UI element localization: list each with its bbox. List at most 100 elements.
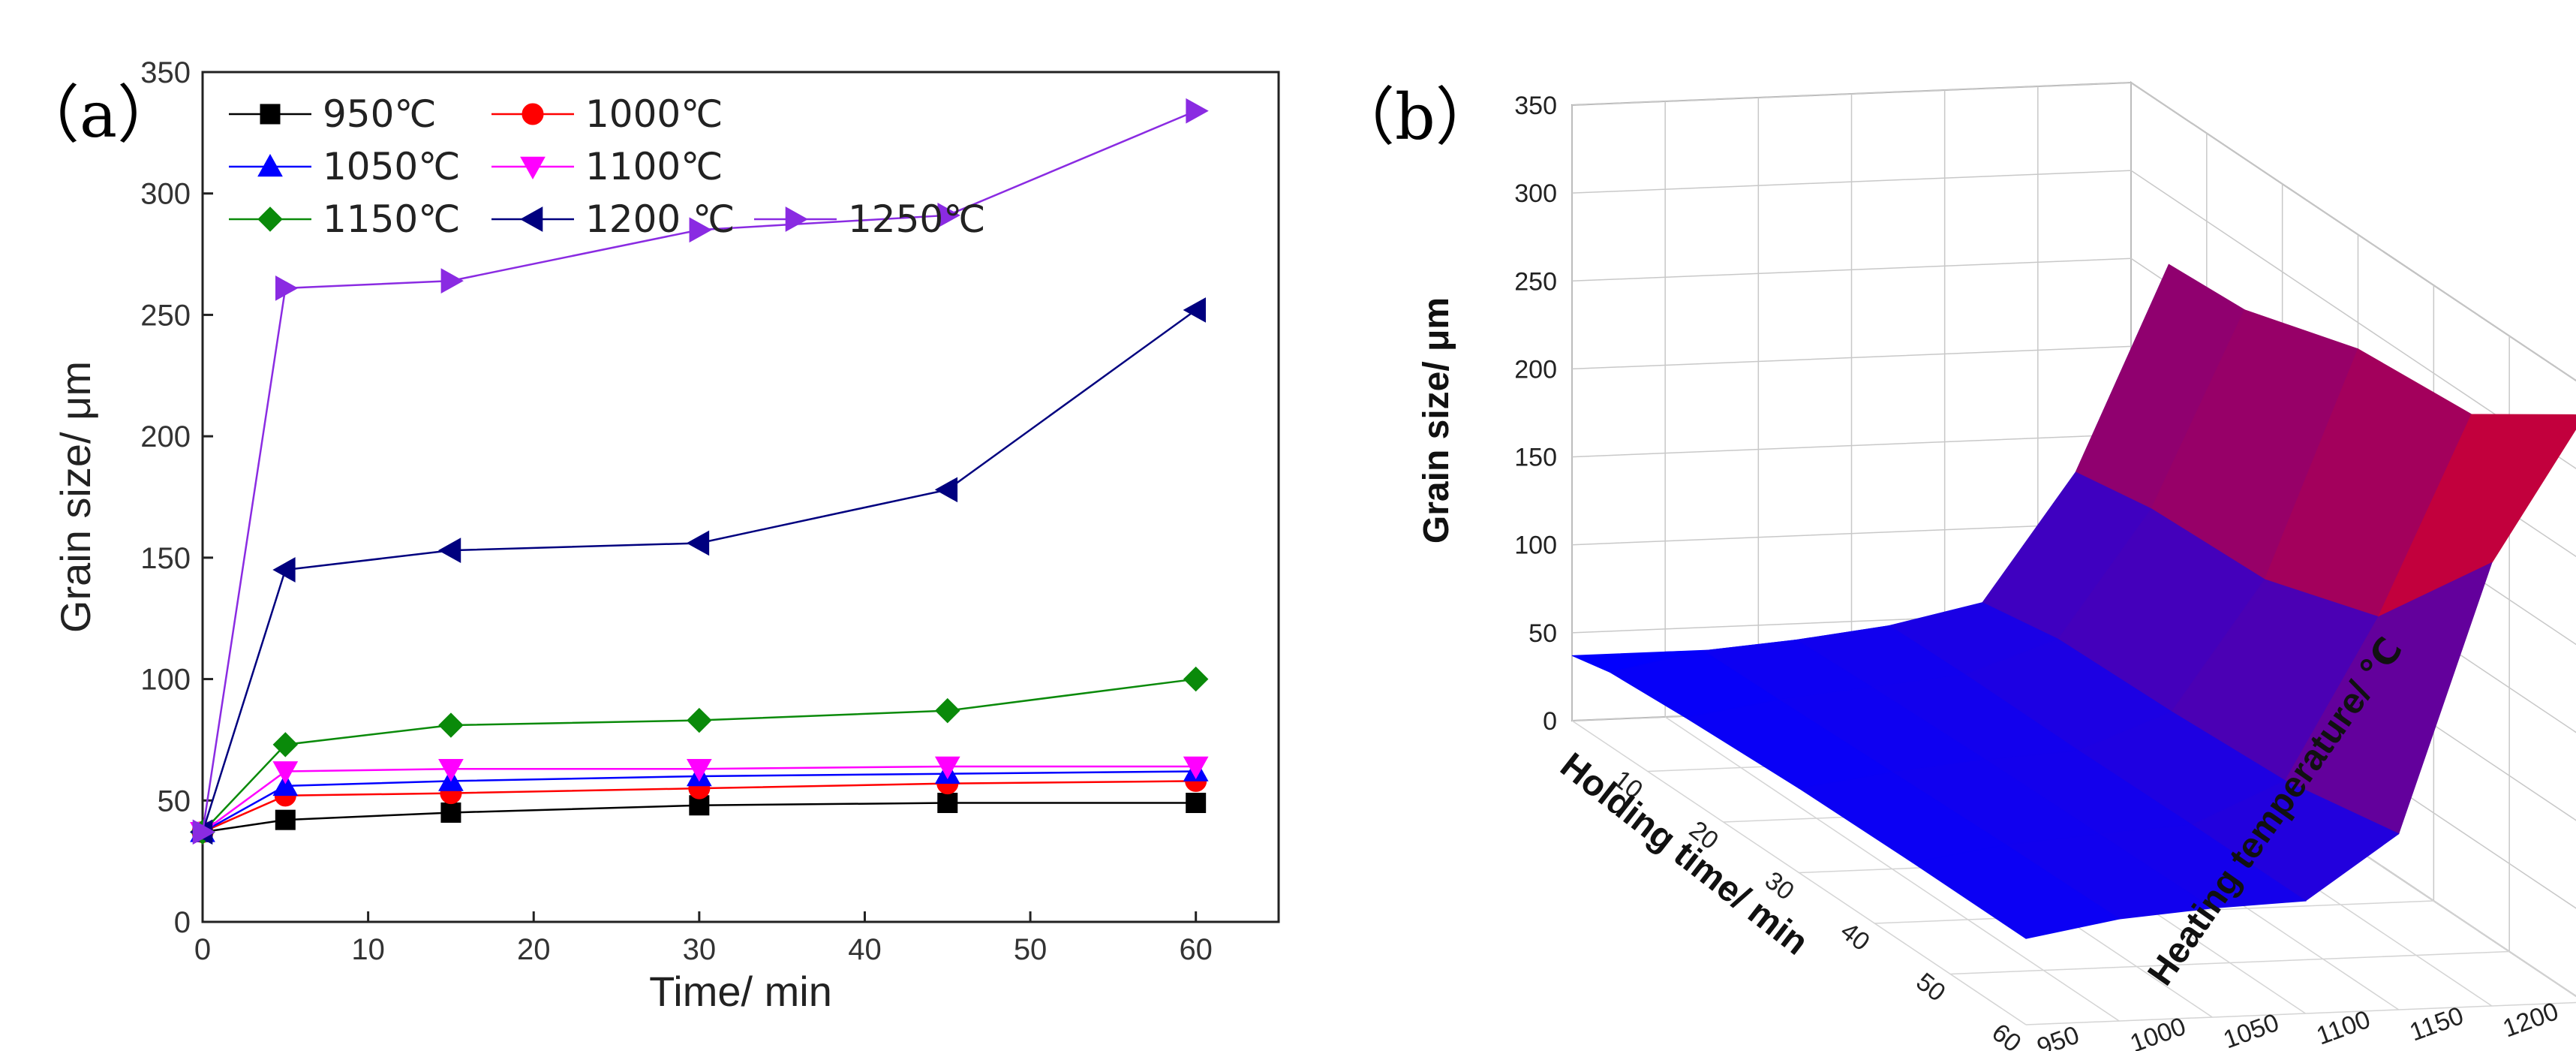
series-6: [192, 98, 1209, 845]
data-point: [272, 557, 296, 583]
z-tick-label: 300: [1514, 179, 1557, 208]
floor-gridline: [1571, 720, 2027, 1025]
data-point: [934, 756, 960, 780]
legend-label: 1100℃: [585, 145, 723, 188]
z-tick-label: 200: [1514, 355, 1557, 384]
panel-a-series: [189, 98, 1209, 845]
data-point: [272, 761, 299, 784]
data-point: [438, 712, 464, 738]
data-point: [440, 268, 464, 294]
series-0: [192, 793, 1207, 842]
y-tick-label: 0: [174, 906, 191, 939]
data-point: [440, 802, 461, 823]
data-point: [934, 477, 958, 503]
series-3: [190, 756, 1209, 845]
z-tick-label: 250: [1514, 267, 1557, 296]
data-point: [935, 697, 960, 724]
legend-label: 1150℃: [323, 197, 460, 241]
series-line: [202, 678, 1196, 833]
data-point: [1183, 756, 1209, 780]
legend-marker: [522, 103, 544, 125]
legend-item: 950℃: [229, 92, 437, 136]
panel-a-ticks: 0 10 20 30 40 50 60 0 50 100 150 200 250 300 350: [140, 56, 1213, 966]
series-line: [202, 780, 1196, 833]
y-tick-label: 350: [140, 56, 191, 89]
data-point: [1186, 98, 1209, 124]
data-point: [438, 758, 464, 782]
x-tick-label: 50: [1014, 933, 1048, 966]
legend-label: 1250℃: [848, 197, 985, 241]
time-tick-label: 40: [1835, 917, 1875, 956]
legend-item: 1050℃: [229, 145, 460, 188]
series-line: [201, 309, 1197, 833]
z-tick-label: 100: [1514, 532, 1557, 560]
x-tick-label: 10: [351, 933, 385, 966]
legend-item: 1200 ℃: [491, 197, 735, 241]
y-tick-label: 250: [140, 299, 191, 332]
series-line: [201, 110, 1197, 833]
time-tick-label: 50: [1910, 968, 1950, 1007]
x-tick-label: 20: [517, 933, 551, 966]
panel-a-legend: 950℃ 1000℃ 1050℃ 1100℃ 1150℃ 1200 ℃ 1250℃: [229, 92, 985, 241]
floor-gridline: [1664, 716, 2120, 1022]
panel-a-plot-frame: [201, 71, 1280, 923]
y-tick-label: 100: [140, 664, 191, 697]
panel-b-label: （b）: [1332, 80, 1498, 154]
data-point: [687, 707, 712, 733]
temp-tick-label: 950: [2033, 1020, 2083, 1051]
legend-label: 950℃: [323, 92, 437, 136]
temp-tick-label: 1000: [2127, 1012, 2190, 1051]
legend-item: 1000℃: [491, 92, 723, 136]
data-point: [1183, 666, 1209, 692]
z-tick-label: 50: [1528, 619, 1557, 648]
legend-marker: [257, 206, 283, 232]
panel-b-x-axis-title: Holding time/ min: [1553, 745, 1816, 963]
y-tick-label: 300: [140, 178, 191, 211]
data-point: [272, 772, 299, 797]
series-line: [202, 802, 1196, 833]
data-point: [937, 202, 960, 228]
legend-item: 1100℃: [491, 145, 723, 188]
temp-tick-label: 1150: [2406, 1001, 2467, 1047]
data-point: [272, 732, 299, 757]
data-point: [1183, 297, 1206, 323]
legend-label: 1200 ℃: [585, 197, 735, 241]
panel-b-surface: [1571, 264, 2576, 939]
series-line: [202, 765, 1196, 833]
legend-marker: [519, 206, 543, 232]
temp-tick-label: 1050: [2220, 1008, 2283, 1051]
surface-patch: [1911, 844, 2121, 939]
x-tick-label: 60: [1179, 933, 1213, 966]
y-tick-label: 50: [158, 784, 191, 818]
y-tick-label: 150: [140, 542, 191, 575]
data-point: [689, 217, 712, 243]
legend-marker: [520, 156, 546, 180]
panel-a-y-axis-title: Grain size/ μm: [52, 361, 99, 633]
panel-b-z-axis-title: Grain size/ μm: [1417, 297, 1456, 544]
legend-marker: [260, 104, 281, 125]
legend-marker: [257, 153, 283, 177]
panel-a-line-chart: （a） 0 10 20 30 40 50 60 0 50 100 150 200 250 300 350 9…: [17, 56, 1280, 1015]
temp-tick-label: 1100: [2313, 1005, 2374, 1051]
y-tick-label: 200: [140, 420, 191, 453]
data-point: [275, 809, 296, 830]
data-point: [686, 530, 710, 556]
data-point: [1186, 793, 1207, 814]
series-line: [202, 770, 1196, 833]
x-tick-label: 30: [683, 933, 717, 966]
legend-label: 1000℃: [585, 92, 723, 136]
x-tick-label: 40: [848, 933, 882, 966]
z-tick-label: 150: [1514, 444, 1557, 472]
time-tick-label: 60: [1986, 1018, 2026, 1051]
legend-marker: [785, 206, 809, 232]
data-point: [686, 758, 712, 782]
data-point: [937, 793, 958, 814]
data-point: [437, 538, 461, 564]
x-tick-label: 0: [194, 933, 211, 966]
legend-item: 1250℃: [754, 197, 985, 241]
z-tick-label: 0: [1543, 707, 1557, 736]
panel-a-x-axis-title: Time/ min: [649, 968, 832, 1015]
legend-label: 1050℃: [323, 145, 460, 188]
legend-item: 1150℃: [229, 197, 460, 241]
